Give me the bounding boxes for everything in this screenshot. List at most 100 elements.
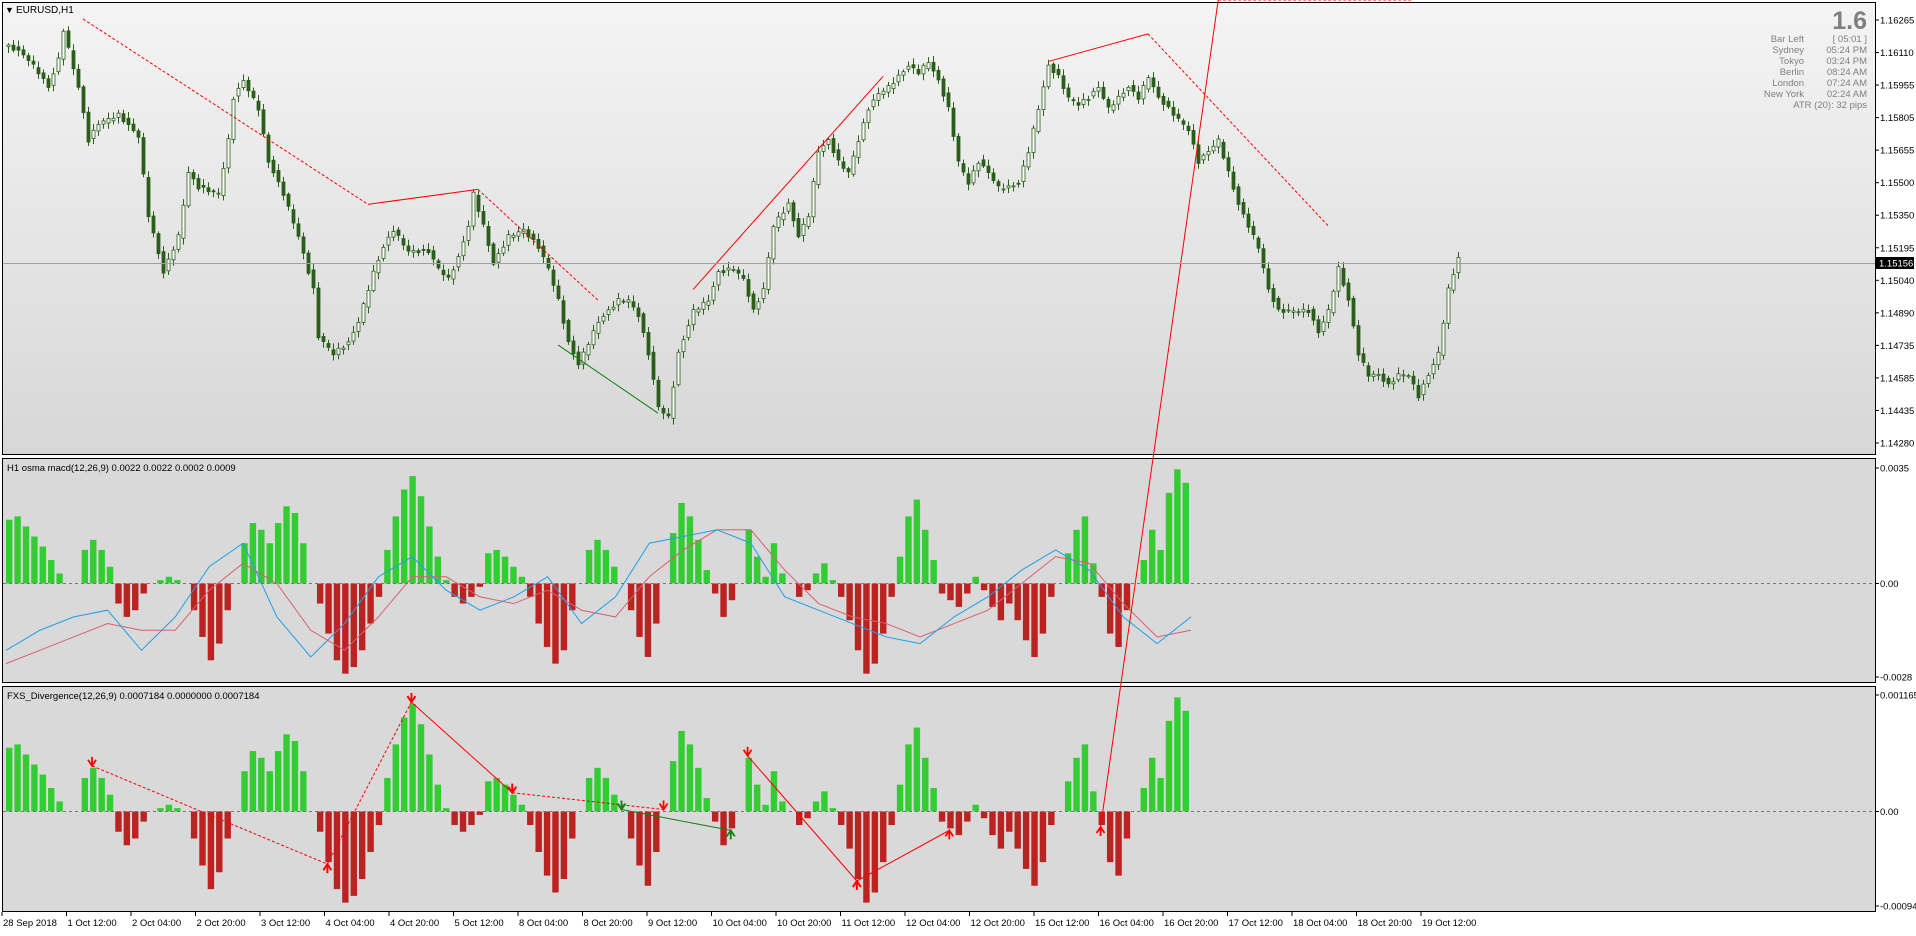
trendlines-layer (82, 18, 1329, 414)
candle-body (206, 187, 211, 193)
time-tick-label: 11 Oct 12:00 (842, 918, 896, 929)
candle-body (1161, 95, 1166, 105)
osma-bar (6, 519, 13, 584)
divergence-bar (342, 811, 349, 903)
info-row-value: 03:24 PM (1826, 56, 1867, 67)
candle-body (1326, 309, 1331, 323)
price-trendline (692, 76, 884, 290)
osma-bar (703, 570, 710, 584)
osma-bar (81, 549, 89, 584)
osma-bar (1022, 583, 1030, 641)
candle-body (656, 379, 661, 408)
divergence-pane[interactable] (2, 686, 1876, 912)
divergence-bar (115, 811, 122, 832)
candle-body (871, 99, 876, 108)
osma-pane[interactable] (2, 458, 1876, 683)
info-row-label: London (1772, 78, 1804, 89)
osma-bar (804, 583, 811, 591)
candle-body (256, 100, 261, 111)
osma-bar (274, 523, 282, 584)
divergence-bar (980, 811, 988, 819)
time-tick-label: 2 Oct 20:00 (197, 918, 246, 929)
divergence-bar (140, 811, 147, 822)
divergence-bar (501, 784, 509, 812)
candle-body (1066, 87, 1071, 98)
divergence-bar (98, 777, 105, 812)
divergence-bar (1140, 788, 1147, 812)
candle-body (1421, 383, 1426, 396)
candle-body (1261, 248, 1266, 269)
divergence-bar (39, 774, 47, 812)
time-tick-label: 18 Oct 20:00 (1358, 918, 1412, 929)
divergence-bar (938, 811, 946, 822)
divergence-bar (392, 744, 399, 812)
divergence-bar (585, 777, 593, 812)
osma-bar (880, 583, 887, 634)
chevron-down-icon[interactable]: ▼ (5, 5, 14, 15)
divergence-line (326, 701, 412, 865)
osma-bar (392, 516, 399, 584)
osma-bar (997, 583, 1005, 621)
candle-body (311, 269, 316, 289)
divergence-line (747, 755, 858, 882)
candle-body (131, 123, 136, 132)
osma-bar (31, 536, 38, 584)
candle-body (446, 274, 451, 278)
candle-body (1276, 297, 1281, 310)
divergence-bar (401, 717, 408, 812)
candle-body (136, 130, 141, 138)
osma-bar (367, 583, 374, 624)
candle-body (691, 309, 696, 326)
candle-body (996, 181, 1001, 187)
divergence-bar (266, 771, 273, 812)
divergence-bar (678, 730, 685, 812)
candle-body (216, 192, 221, 195)
candle-body (681, 339, 686, 353)
candle-body (726, 267, 731, 271)
divergence-bar (838, 811, 845, 825)
candle-body (821, 145, 826, 152)
osma-bar (653, 583, 660, 624)
candle-body (101, 120, 106, 125)
info-row-value: 02:24 AM (1827, 89, 1867, 100)
osma-bar (1157, 549, 1164, 584)
osma-bar (358, 583, 366, 651)
divergence-bar (451, 811, 458, 825)
divergence-bar (669, 761, 677, 812)
candle-body (296, 223, 301, 237)
divergence-bar (485, 781, 492, 812)
osma-bar (989, 583, 996, 607)
osma-bar (443, 580, 450, 584)
candle-body (946, 92, 951, 108)
osma-tick-label: 0.0035 (1880, 464, 1909, 475)
atr-text: ATR (20): 32 pips (1793, 100, 1867, 111)
time-tick-label: 5 Oct 12:00 (455, 918, 504, 929)
candle-body (91, 129, 96, 139)
divergence-bar (510, 794, 517, 812)
candle-body (751, 293, 756, 310)
candle-body (861, 122, 866, 141)
divergence-bar (199, 811, 206, 866)
time-tick-label: 8 Oct 04:00 (519, 918, 568, 929)
candle-body (241, 80, 246, 89)
candle-body (1106, 98, 1111, 108)
divergence-bar (31, 764, 38, 812)
time-tick-label: 16 Oct 20:00 (1164, 918, 1218, 929)
candle-body (221, 167, 226, 196)
candle-body (166, 258, 171, 272)
divergence-bar (947, 811, 954, 829)
time-tick-label: 8 Oct 20:00 (584, 918, 633, 929)
osma-bar (106, 566, 114, 584)
osma-bar (22, 526, 30, 584)
divergence-arrow (944, 828, 955, 837)
osma-bar (686, 516, 694, 584)
candle-body (1201, 154, 1206, 161)
candle-body (856, 141, 861, 158)
divergence-bar (81, 777, 89, 812)
candle-body (816, 151, 821, 186)
candle-body (956, 135, 961, 162)
candle-body (1386, 377, 1391, 385)
price-tick-label: 1.15805 (1880, 113, 1914, 124)
